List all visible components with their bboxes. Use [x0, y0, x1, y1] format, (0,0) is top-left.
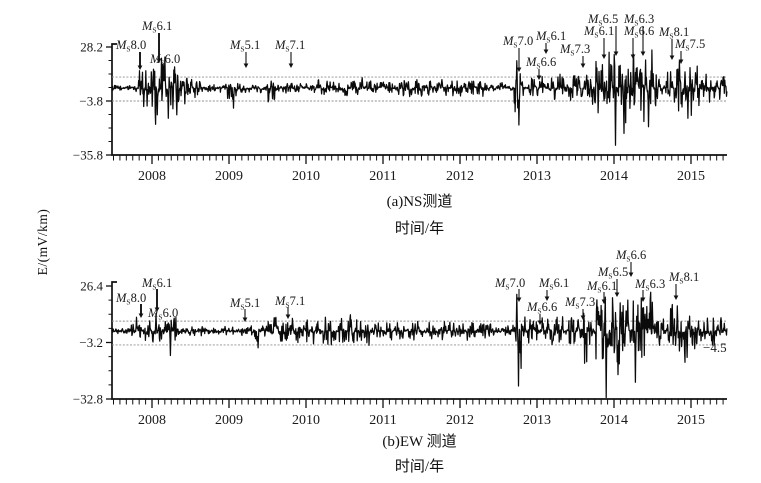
x-tick-label: 2014: [600, 169, 628, 184]
panel-b-xlabel: 时间/年: [394, 459, 445, 475]
quake-arrowhead: [669, 55, 675, 60]
quake-magnitude-label: MS7.3: [564, 295, 595, 311]
y-axis-label: E/(mV/km): [35, 208, 50, 276]
axis-spines: [111, 43, 727, 156]
quake-arrowhead: [628, 272, 634, 277]
y-tick-label: 28.2: [80, 40, 103, 55]
quake-arrowhead: [640, 297, 646, 302]
x-tick-label: 2012: [446, 169, 474, 184]
quake-arrowhead: [678, 59, 684, 64]
quake-magnitude-label: MS8.0: [115, 38, 146, 54]
quake-arrowhead: [601, 299, 607, 304]
quake-arrowhead: [288, 63, 294, 68]
quake-arrowhead: [601, 54, 607, 59]
x-tick-label: 2011: [369, 169, 396, 184]
x-tick-label: 2013: [523, 413, 551, 428]
quake-magnitude-label: MS7.5: [674, 37, 705, 53]
quake-magnitude-label: MS5.1: [229, 38, 260, 54]
quake-arrowhead: [580, 315, 586, 320]
quake-arrowhead: [613, 51, 619, 56]
waveform-NS: [111, 49, 728, 146]
quake-magnitude-label: MS6.5: [597, 265, 628, 281]
panel-a-xlabel: 时间/年: [394, 221, 445, 237]
x-tick-label: 2010: [292, 413, 320, 428]
panel-b-caption: (b)EW 测道: [382, 434, 457, 450]
x-tick-label: 2015: [677, 413, 705, 428]
quake-magnitude-label: MS6.6: [525, 55, 556, 71]
quake-arrowhead: [137, 65, 143, 70]
quake-magnitude-label: MS6.0: [147, 306, 178, 322]
quake-magnitude-label: MS7.1: [274, 38, 305, 54]
quake-arrowhead: [243, 63, 249, 68]
quake-magnitude-label: MS6.5: [587, 12, 618, 28]
quake-magnitude-label: MS7.0: [502, 34, 533, 50]
quake-arrowhead: [614, 292, 620, 297]
quake-arrowhead: [138, 313, 144, 318]
quake-magnitude-label: MS6.1: [538, 276, 569, 292]
x-tick-label: 2009: [215, 413, 243, 428]
quake-arrowhead: [516, 297, 522, 302]
y-tick-label: −35.8: [73, 148, 103, 163]
quake-magnitude-label: MS8.0: [115, 291, 146, 307]
axis-spines: [111, 281, 727, 400]
y-tick-label: −3.8: [79, 94, 103, 109]
quake-arrowhead: [630, 54, 636, 59]
x-tick-label: 2008: [138, 413, 166, 428]
quake-magnitude-label: MS6.6: [526, 300, 557, 316]
quake-arrowhead: [537, 320, 543, 325]
panel-EW: 26.4 −3.2 −32.8 2008 2009 2010 2011 2012 2013 201…: [73, 248, 728, 428]
panel-NS: 28.2 −3.8 −35.8 2008 2009 2010 2011 2012 2013 201…: [73, 12, 728, 184]
x-tick-label: 2010: [292, 169, 320, 184]
waveform-EW: [111, 291, 728, 399]
quake-arrowhead: [536, 75, 542, 80]
quake-arrowhead: [156, 58, 162, 63]
y-tick-label: −32.8: [73, 392, 103, 407]
quake-arrowhead: [285, 314, 291, 319]
quake-arrowhead: [544, 296, 550, 301]
x-tick-label: 2012: [446, 413, 474, 428]
y-tick-label: −3.2: [79, 335, 103, 350]
quake-magnitude-label: MS6.1: [583, 24, 614, 40]
quake-magnitude-label: MS6.3: [623, 12, 654, 28]
quake-arrowhead: [543, 49, 549, 54]
panel-a-caption: (a)NS测道: [386, 194, 453, 210]
quake-magnitude-label: MS6.6: [615, 248, 646, 264]
quake-arrowhead: [640, 51, 646, 56]
quake-magnitude-label: MS6.1: [586, 279, 617, 295]
threshold-value-label: −4.5: [703, 340, 727, 355]
x-tick-label: 2011: [369, 413, 396, 428]
quake-arrowhead: [580, 63, 586, 68]
quake-magnitude-label: MS7.1: [274, 294, 305, 310]
quake-magnitude-label: MS6.0: [149, 52, 180, 68]
quake-magnitude-label: MS6.1: [141, 276, 172, 292]
quake-arrowhead: [673, 295, 679, 300]
quake-arrowhead: [516, 67, 522, 72]
quake-magnitude-label: MS7.3: [559, 42, 590, 58]
quake-magnitude-label: MS5.1: [229, 296, 260, 312]
x-tick-label: 2009: [215, 169, 243, 184]
x-tick-label: 2015: [677, 169, 705, 184]
y-tick-label: 26.4: [80, 279, 103, 294]
quake-magnitude-label: MS6.1: [141, 19, 172, 35]
quake-arrowhead: [154, 307, 160, 312]
quake-magnitude-label: MS6.6: [623, 24, 654, 40]
quake-magnitude-label: MS8.1: [668, 270, 699, 286]
quake-magnitude-label: MS8.1: [658, 25, 689, 41]
quake-magnitude-label: MS6.3: [634, 277, 665, 293]
x-tick-label: 2014: [600, 413, 628, 428]
x-tick-label: 2013: [523, 169, 551, 184]
quake-magnitude-label: MS7.0: [494, 276, 525, 292]
quake-arrowhead: [242, 317, 248, 322]
x-tick-label: 2008: [138, 169, 166, 184]
quake-magnitude-label: MS6.1: [535, 29, 566, 45]
